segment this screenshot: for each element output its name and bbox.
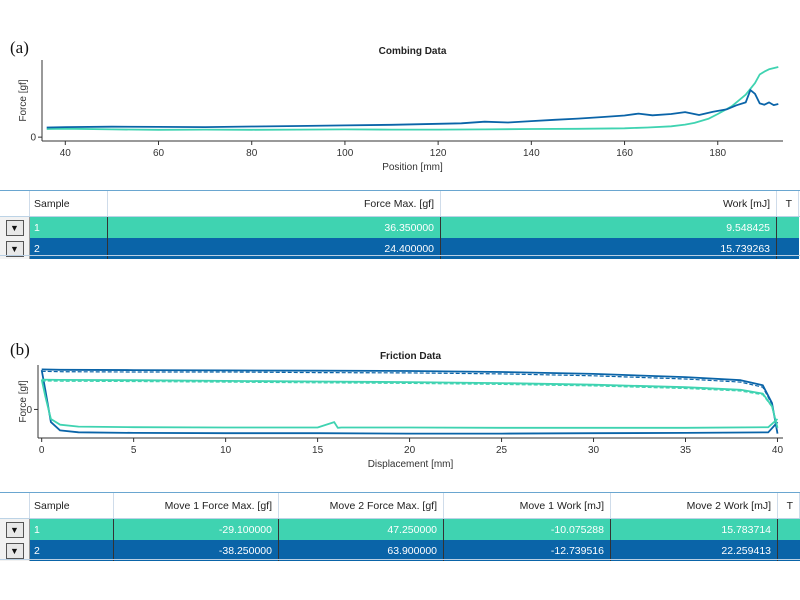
cell-move2-force-max: 47.250000 — [279, 519, 444, 540]
friction-series-line-sample-2 — [40, 369, 779, 435]
friction-chart: Friction Data 0 5 10 15 20 25 30 35 40 0 Displaceme… — [18, 351, 784, 470]
col-header-t[interactable]: T — [778, 493, 800, 518]
combing-x-tick-label: 100 — [337, 148, 354, 159]
friction-x-tick-label: 5 — [131, 445, 137, 456]
friction-x-tick-label: 15 — [312, 445, 324, 456]
col-header-move1-work[interactable]: Move 1 Work [mJ] — [444, 493, 611, 518]
expand-triangle-icon[interactable]: ▼ — [5, 521, 24, 538]
cell-work: 9.548425 — [441, 217, 777, 238]
combing-y-tick-label: 0 — [30, 133, 36, 144]
expand-triangle-icon[interactable]: ▼ — [5, 219, 24, 236]
combing-x-axis-label: Position [mm] — [382, 162, 443, 173]
combing-results-table: Sample Force Max. [gf] Work [mJ] T ▼ 1 3… — [0, 190, 800, 259]
combing-x-tick-label: 40 — [60, 148, 72, 159]
combing-x-tick-label: 60 — [153, 148, 165, 159]
combing-series-line-sample-1 — [46, 66, 779, 131]
cell-move1-work: -12.739516 — [444, 540, 611, 561]
combing-series-line-sample-2 — [46, 89, 779, 129]
cell-move2-work: 15.783714 — [611, 519, 778, 540]
cell-sample: 1 — [30, 519, 114, 540]
cell-t — [778, 519, 800, 540]
row-expander[interactable]: ▼ — [0, 238, 30, 259]
friction-series-line-sample-2 — [41, 368, 779, 434]
friction-series-line-sample-1 — [40, 379, 779, 429]
combing-x-tick-label: 80 — [246, 148, 258, 159]
cell-sample: 1 — [30, 217, 108, 238]
table-header: Sample Force Max. [gf] Work [mJ] T — [0, 191, 800, 217]
cell-move1-force-max: -38.250000 — [114, 540, 279, 561]
table-bottom-divider — [0, 255, 800, 256]
cell-t — [778, 540, 800, 561]
cell-move1-force-max: -29.100000 — [114, 519, 279, 540]
table-bottom-divider — [0, 559, 800, 560]
friction-series-line-sample-1 — [41, 380, 779, 428]
row-expander[interactable]: ▼ — [0, 519, 30, 540]
combing-chart: Combing Data 40 60 80 100 120 140 160 180 0 Positi… — [18, 46, 783, 173]
friction-x-tick-label: 35 — [680, 445, 692, 456]
col-header-sample[interactable]: Sample — [30, 191, 108, 216]
cell-move1-work: -10.075288 — [444, 519, 611, 540]
combing-y-axis-label: Force [gf] — [18, 79, 29, 121]
col-header-move1-force-max[interactable]: Move 1 Force Max. [gf] — [114, 493, 279, 518]
friction-x-tick-label: 0 — [39, 445, 45, 456]
cell-force-max: 24.400000 — [108, 238, 441, 259]
row-expander[interactable]: ▼ — [0, 217, 30, 238]
combing-x-tick-label: 180 — [709, 148, 726, 159]
expand-triangle-icon[interactable]: ▼ — [5, 240, 24, 257]
friction-x-tick-label: 20 — [404, 445, 416, 456]
friction-series-line-sample-2 — [41, 370, 779, 433]
friction-x-tick-label: 30 — [588, 445, 600, 456]
table-row[interactable]: ▼ 1 -29.100000 47.250000 -10.075288 15.7… — [0, 519, 800, 540]
cell-sample: 2 — [30, 238, 108, 259]
table-header: Sample Move 1 Force Max. [gf] Move 2 For… — [0, 493, 800, 519]
friction-x-tick-label: 25 — [496, 445, 508, 456]
friction-y-tick-label: 0 — [26, 405, 32, 416]
cell-move2-force-max: 63.900000 — [279, 540, 444, 561]
row-expander[interactable]: ▼ — [0, 540, 30, 561]
cell-sample: 2 — [30, 540, 114, 561]
combing-title: Combing Data — [379, 46, 447, 57]
cell-t — [777, 217, 799, 238]
table-row[interactable]: ▼ 2 24.400000 15.739263 — [0, 238, 800, 259]
combing-x-tick-label: 120 — [430, 148, 447, 159]
friction-x-axis-label: Displacement [mm] — [368, 459, 454, 470]
panel-label-a: (a) — [10, 38, 29, 57]
friction-results-table: Sample Move 1 Force Max. [gf] Move 2 For… — [0, 492, 800, 561]
combing-x-tick-label: 140 — [523, 148, 540, 159]
table-row[interactable]: ▼ 2 -38.250000 63.900000 -12.739516 22.2… — [0, 540, 800, 561]
cell-work: 15.739263 — [441, 238, 777, 259]
combing-x-tick-label: 160 — [616, 148, 633, 159]
col-header-work[interactable]: Work [mJ] — [441, 191, 777, 216]
col-header-t[interactable]: T — [777, 191, 799, 216]
friction-title: Friction Data — [380, 351, 442, 362]
header-expander — [0, 493, 30, 518]
panel-label-b: (b) — [10, 340, 30, 359]
col-header-move2-force-max[interactable]: Move 2 Force Max. [gf] — [279, 493, 444, 518]
cell-move2-work: 22.259413 — [611, 540, 778, 561]
friction-x-tick-label: 40 — [772, 445, 784, 456]
col-header-move2-work[interactable]: Move 2 Work [mJ] — [611, 493, 778, 518]
friction-y-axis-label: Force [gf] — [18, 380, 29, 422]
friction-series-line-sample-1 — [41, 378, 779, 429]
header-expander — [0, 191, 30, 216]
col-header-force-max[interactable]: Force Max. [gf] — [108, 191, 441, 216]
cell-t — [777, 238, 799, 259]
cell-force-max: 36.350000 — [108, 217, 441, 238]
expand-triangle-icon[interactable]: ▼ — [5, 542, 24, 559]
col-header-sample[interactable]: Sample — [30, 493, 114, 518]
table-row[interactable]: ▼ 1 36.350000 9.548425 — [0, 217, 800, 238]
friction-x-tick-label: 10 — [220, 445, 232, 456]
